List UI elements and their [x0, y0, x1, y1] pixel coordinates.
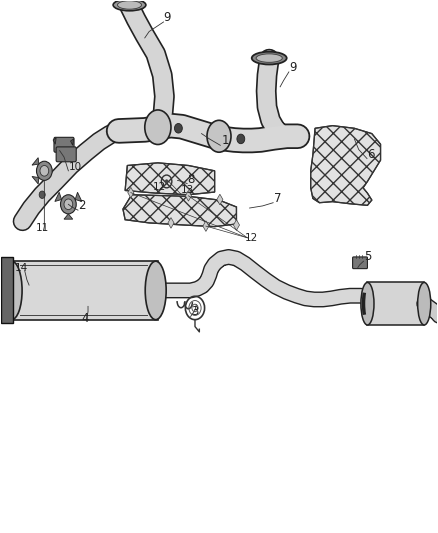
Text: 3: 3 [191, 305, 198, 318]
Polygon shape [32, 176, 39, 184]
Text: 7: 7 [274, 192, 281, 205]
Polygon shape [311, 126, 381, 205]
Text: 9: 9 [163, 11, 171, 24]
Ellipse shape [207, 120, 231, 152]
Ellipse shape [361, 282, 374, 325]
Polygon shape [55, 192, 62, 201]
Text: 8: 8 [187, 173, 195, 185]
Text: 6: 6 [367, 148, 375, 160]
Text: 10: 10 [68, 161, 81, 172]
Ellipse shape [145, 110, 171, 144]
Ellipse shape [117, 1, 141, 9]
Text: 12: 12 [245, 233, 258, 243]
Circle shape [40, 165, 49, 176]
Polygon shape [75, 192, 82, 201]
Text: 13: 13 [181, 185, 194, 195]
Polygon shape [203, 221, 209, 231]
Polygon shape [32, 158, 39, 165]
Circle shape [237, 134, 245, 144]
FancyBboxPatch shape [10, 261, 158, 320]
FancyBboxPatch shape [54, 138, 74, 152]
Text: 14: 14 [14, 263, 28, 273]
Circle shape [174, 124, 182, 133]
Polygon shape [185, 190, 191, 201]
FancyBboxPatch shape [1, 257, 13, 324]
Polygon shape [125, 163, 215, 195]
Polygon shape [128, 187, 134, 198]
Ellipse shape [252, 52, 287, 64]
Polygon shape [123, 195, 237, 227]
Text: 4: 4 [81, 312, 89, 325]
Text: 5: 5 [364, 250, 371, 263]
Polygon shape [64, 214, 73, 219]
Polygon shape [53, 138, 56, 144]
Circle shape [39, 191, 45, 198]
Text: 1: 1 [221, 134, 229, 147]
Circle shape [36, 161, 52, 180]
Polygon shape [217, 194, 223, 205]
FancyBboxPatch shape [56, 147, 76, 162]
Text: 11: 11 [35, 223, 49, 233]
Circle shape [64, 199, 73, 209]
Polygon shape [233, 220, 240, 230]
Circle shape [60, 195, 76, 214]
Text: 12: 12 [152, 182, 166, 192]
Circle shape [165, 179, 168, 183]
Ellipse shape [145, 261, 166, 320]
Text: 9: 9 [289, 61, 297, 74]
Ellipse shape [1, 261, 22, 320]
Polygon shape [71, 139, 74, 146]
FancyBboxPatch shape [367, 282, 424, 325]
Ellipse shape [418, 282, 431, 325]
FancyBboxPatch shape [353, 257, 367, 269]
Polygon shape [168, 217, 174, 228]
Text: 2: 2 [78, 199, 86, 212]
Ellipse shape [113, 0, 146, 11]
Ellipse shape [256, 54, 283, 62]
